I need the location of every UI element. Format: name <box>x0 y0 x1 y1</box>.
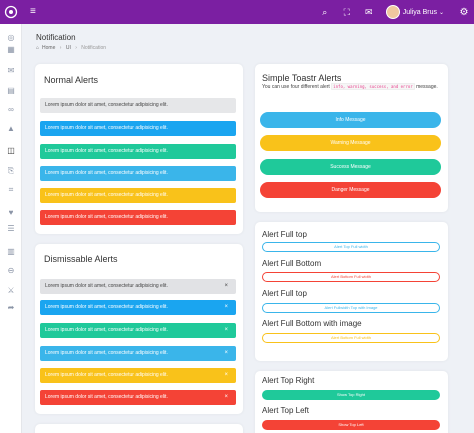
sidebar-warning-icon[interactable]: ▲ <box>7 124 15 133</box>
chevron-down-icon: ⌄ <box>438 9 444 16</box>
toastr-alerts-card: Simple Toastr Alerts You can use four di… <box>255 64 448 212</box>
sidebar-mail-icon[interactable]: ✉ <box>7 66 15 75</box>
alert-text: Lorem ipsum dolor sit amet, consectetur … <box>45 327 168 333</box>
types-code: info, warning, success, and error <box>331 83 415 90</box>
corner-alerts-card: Alert Top Right Show Top Right Alert Top… <box>255 371 448 433</box>
alert-warning: Lorem ipsum dolor sit amet, consectetur … <box>40 188 236 203</box>
alert-warning: Lorem ipsum dolor sit amet, consectetur … <box>40 368 236 383</box>
gear-icon[interactable]: ⚙ <box>459 6 469 18</box>
alert-light: Lorem ipsum dolor sit amet, consectetur … <box>40 98 236 113</box>
sidebar-infinity-icon[interactable]: ∞ <box>8 105 14 114</box>
card-title: Dismissable Alerts <box>44 254 118 264</box>
alert-success: Lorem ipsum dolor sit amet, consectetur … <box>40 144 236 159</box>
alert-danger: Lorem ipsum dolor sit amet, consectetur … <box>40 210 236 225</box>
search-icon[interactable]: ⌕ <box>322 7 328 17</box>
close-icon[interactable]: × <box>224 350 228 356</box>
section-title: Alert Full Bottom <box>262 259 322 268</box>
sidebar-list-icon[interactable]: ▤ <box>7 86 15 95</box>
close-icon[interactable]: × <box>224 327 228 333</box>
alert-danger: Lorem ipsum dolor sit amet, consectetur … <box>40 390 236 405</box>
sidebar-table-icon[interactable]: ☰ <box>7 224 15 233</box>
app-logo[interactable] <box>0 0 22 24</box>
alert-text: Lorem ipsum dolor sit amet, consectetur … <box>45 350 168 356</box>
alert-light: Lorem ipsum dolor sit amet, consectetur … <box>40 279 236 294</box>
user-menu[interactable]: Juliya Brus ⌄ <box>385 5 444 19</box>
breadcrumb-ui[interactable]: UI <box>65 45 71 51</box>
alert-text: Lorem ipsum dolor sit amet, consectetur … <box>45 394 168 400</box>
page-title: Notification <box>36 33 76 42</box>
full-alerts-card: Alert Full top Alert Top Full width Aler… <box>255 222 448 361</box>
section-title: Alert Top Left <box>262 406 309 415</box>
sidebar-dashboard-icon[interactable]: ◎ <box>7 33 15 42</box>
section-title: Alert Top Right <box>262 376 315 385</box>
close-icon[interactable]: × <box>224 304 228 310</box>
success-message-button[interactable]: Success Message <box>260 159 441 175</box>
sidebar-share-icon[interactable]: ➦ <box>7 303 15 312</box>
sidebar-favorites-icon[interactable]: ♥ <box>8 208 14 217</box>
close-icon[interactable]: × <box>224 283 228 289</box>
fullscreen-icon[interactable]: ⛶ <box>343 7 350 17</box>
mail-icon[interactable]: ✉ <box>364 7 373 17</box>
card-title: Normal Alerts <box>44 75 99 85</box>
sidebar-tools-icon[interactable]: ⚔ <box>7 286 15 295</box>
alert-text: Lorem ipsum dolor sit amet, consectetur … <box>45 283 168 289</box>
sidebar-layout-icon[interactable]: ⌗ <box>8 185 14 194</box>
card-title: Simple Toastr Alerts <box>262 73 342 83</box>
close-icon[interactable]: × <box>224 394 228 400</box>
menu-toggle-icon[interactable]: ≡ <box>30 6 36 17</box>
avatar <box>385 5 400 19</box>
breadcrumb: ⌂ Home › UI › Notification <box>36 45 109 51</box>
sidebar-pages-icon[interactable]: ▥ <box>7 247 15 256</box>
dismissable-alerts-card: Dismissable Alerts Lorem ipsum dolor sit… <box>35 244 243 414</box>
alert-success: Lorem ipsum dolor sit amet, consectetur … <box>40 323 236 338</box>
alert-bottom-image-button[interactable]: Alert Bottom Full width <box>262 333 440 343</box>
alert-top-image-button[interactable]: Alert Fullwidth Top with Image <box>262 303 440 313</box>
alert-primary: Lorem ipsum dolor sit amet, consectetur … <box>40 346 236 361</box>
normal-alerts-card: Normal Alerts Lorem ipsum dolor sit amet… <box>35 64 243 234</box>
next-card <box>35 424 243 433</box>
breadcrumb-separator: › <box>59 45 62 51</box>
show-top-left-button[interactable]: Show Top Left <box>262 420 440 430</box>
breadcrumb-home[interactable]: Home <box>42 45 56 51</box>
section-title: Alert Full top <box>262 230 307 239</box>
section-title: Alert Full Bottom with image <box>262 319 362 328</box>
show-top-right-button[interactable]: Show Top Right <box>262 390 440 400</box>
desc-before: You can use four different alert <box>262 84 330 90</box>
user-name: Juliya Brus <box>402 8 437 16</box>
info-message-button[interactable]: Info Message <box>260 112 441 128</box>
toastr-description: You can use four different alert info, w… <box>262 83 438 90</box>
sidebar-error-icon[interactable]: ⊖ <box>7 266 15 275</box>
alert-top-full-button[interactable]: Alert Top Full width <box>262 242 440 252</box>
alert-info: Lorem ipsum dolor sit amet, consectetur … <box>40 121 236 136</box>
alert-text: Lorem ipsum dolor sit amet, consectetur … <box>45 304 168 310</box>
alert-bottom-full-button[interactable]: Alert Bottom Full width <box>262 272 440 282</box>
alert-text: Lorem ipsum dolor sit amet, consectetur … <box>45 372 168 378</box>
warning-message-button[interactable]: Warning Message <box>260 135 441 151</box>
sidebar-ui-icon[interactable]: ◫ <box>7 146 15 155</box>
sidebar-forms-icon[interactable]: ⎘ <box>7 166 15 175</box>
danger-message-button[interactable]: Danger Message <box>260 182 441 198</box>
home-icon: ⌂ <box>36 45 40 51</box>
sidebar: ◎ ▦ ✉ ▤ ∞ ▲ ◫ ⎘ ⌗ ♥ ☰ ▥ ⊖ ⚔ ➦ <box>0 24 22 433</box>
breadcrumb-separator: › <box>75 45 77 51</box>
close-icon[interactable]: × <box>224 372 228 378</box>
alert-primary: Lorem ipsum dolor sit amet, consectetur … <box>40 166 236 181</box>
breadcrumb-current: Notification <box>81 45 107 51</box>
desc-after: message. <box>416 84 438 90</box>
sidebar-apps-icon[interactable]: ▦ <box>7 45 15 54</box>
section-title: Alert Full top <box>262 289 307 298</box>
alert-info: Lorem ipsum dolor sit amet, consectetur … <box>40 300 236 315</box>
top-navbar: ≡ ⌕ ⛶ ✉ Juliya Brus ⌄ ⚙ <box>0 0 474 24</box>
